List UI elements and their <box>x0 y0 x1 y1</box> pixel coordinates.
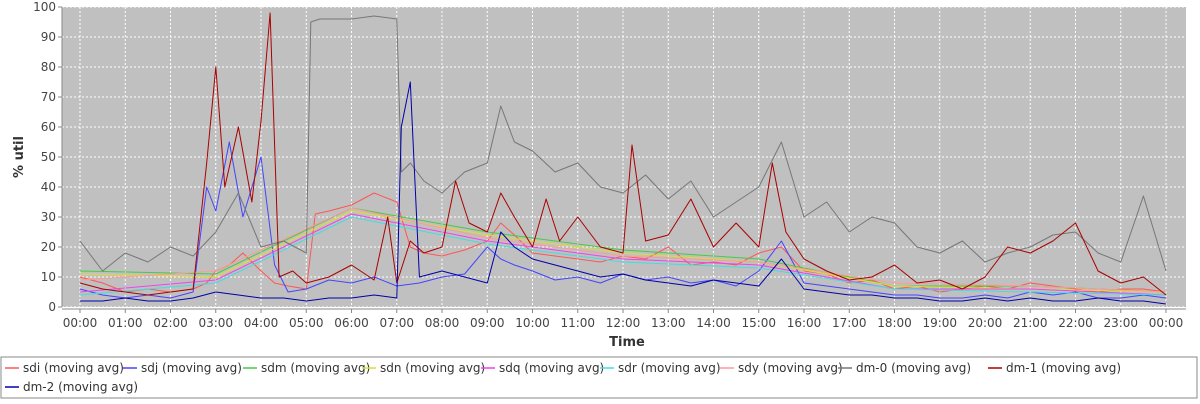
x-tick-label: 07:00 <box>379 316 414 330</box>
legend-label-sdm: sdm (moving avg) <box>261 361 370 375</box>
series-line-sdq <box>79 213 1167 296</box>
x-tick-label: 20:00 <box>968 316 1003 330</box>
y-tick-label: 50 <box>41 150 56 164</box>
x-tick-label: 11:00 <box>560 316 595 330</box>
series-line-dm-2 <box>80 81 1167 305</box>
x-tick-label: 01:00 <box>108 316 143 330</box>
legend-label-dm-2: dm-2 (moving avg) <box>23 380 138 394</box>
x-tick-label: 00:00 <box>63 316 98 330</box>
y-tick-label: 20 <box>41 240 56 254</box>
legend-label-dm-1: dm-1 (moving avg) <box>1006 361 1121 375</box>
y-tick-label: 0 <box>48 300 56 314</box>
x-tick-label: 19:00 <box>922 316 957 330</box>
y-axis-title: % util <box>12 136 27 178</box>
legend-label-sdr: sdr (moving avg) <box>618 361 721 375</box>
axes <box>58 6 1186 313</box>
x-tick-label: 03:00 <box>198 316 233 330</box>
legend-label-sdy: sdy (moving avg) <box>738 361 843 375</box>
x-tick-label: 05:00 <box>289 316 324 330</box>
y-tick-label: 40 <box>41 180 56 194</box>
x-axis-title: Time <box>609 335 645 350</box>
x-tick-label: 00:00 <box>1149 316 1184 330</box>
series-line-sdj <box>79 141 1167 299</box>
legend-label-sdq: sdq (moving avg) <box>499 361 604 375</box>
legend: sdi (moving avg) sdj (moving avg) sdm (mov… <box>5 361 1121 394</box>
x-tick-label: 09:00 <box>470 316 505 330</box>
x-tick-label: 16:00 <box>787 316 822 330</box>
x-tick-label: 10:00 <box>515 316 550 330</box>
x-tick-label: 14:00 <box>696 316 731 330</box>
y-tick-label: 100 <box>33 0 56 14</box>
legend-box <box>0 356 1198 399</box>
legend-label-sdn: sdn (moving avg) <box>380 361 485 375</box>
legend-label-sdj: sdj (moving avg) <box>141 361 242 375</box>
series-line-sdy <box>79 207 1167 293</box>
series-line-sdr <box>79 216 1167 296</box>
legend-label-sdi: sdi (moving avg) <box>23 361 124 375</box>
x-tick-label: 22:00 <box>1058 316 1093 330</box>
x-tick-label: 04:00 <box>244 316 279 330</box>
x-tick-label: 13:00 <box>651 316 686 330</box>
tick-labels: 0 10 20 30 40 50 60 70 80 90 100 00:00 01:00 02:00 03:… <box>33 0 1183 330</box>
x-tick-label: 06:00 <box>334 316 369 330</box>
y-tick-label: 10 <box>41 270 56 284</box>
y-tick-label: 90 <box>41 30 56 44</box>
x-tick-label: 08:00 <box>425 316 460 330</box>
y-tick-label: 70 <box>41 90 56 104</box>
series-line-dm-1 <box>79 12 1167 296</box>
x-tick-label: 17:00 <box>832 316 867 330</box>
x-tick-label: 12:00 <box>606 316 641 330</box>
x-tick-label: 18:00 <box>877 316 912 330</box>
x-tick-label: 23:00 <box>1103 316 1138 330</box>
legend-label-dm-0: dm-0 (moving avg) <box>856 361 971 375</box>
y-tick-label: 60 <box>41 120 56 134</box>
series-line-dm-0 <box>79 15 1167 272</box>
x-tick-label: 02:00 <box>153 316 188 330</box>
x-tick-label: 21:00 <box>1013 316 1048 330</box>
x-tick-label: 15:00 <box>741 316 776 330</box>
y-tick-label: 30 <box>41 210 56 224</box>
y-tick-label: 80 <box>41 60 56 74</box>
series-lines <box>79 12 1167 305</box>
